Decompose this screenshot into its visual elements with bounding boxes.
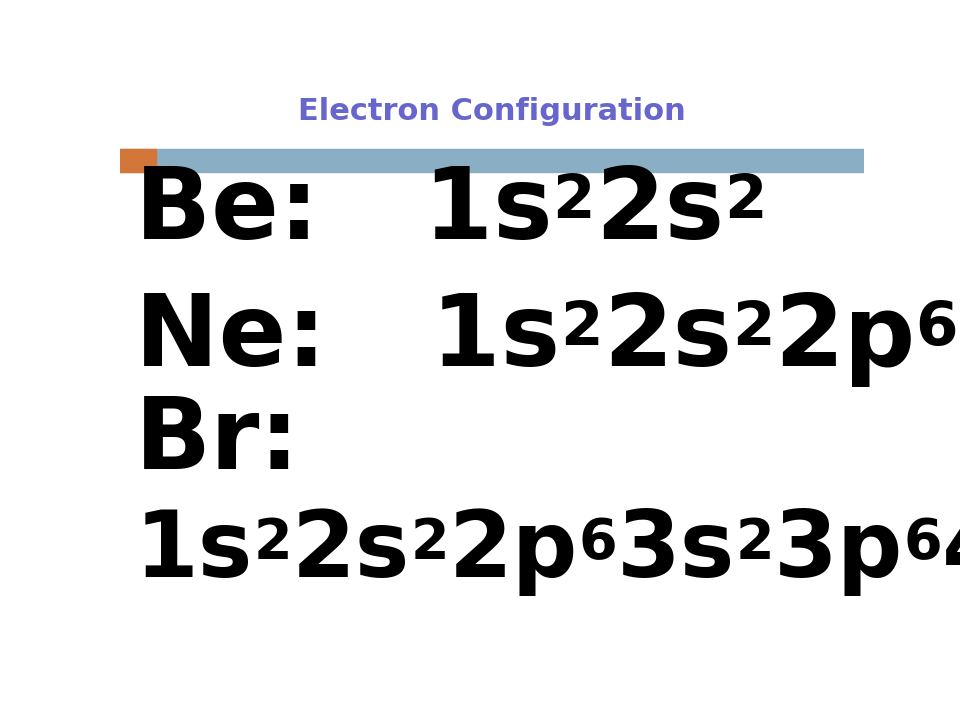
Text: 2p: 2p	[775, 290, 916, 387]
Text: 2: 2	[735, 516, 774, 570]
Text: 2: 2	[560, 300, 603, 359]
Text: 6: 6	[916, 300, 958, 359]
Text: Be:   1s: Be: 1s	[134, 163, 553, 260]
Text: 2p: 2p	[449, 506, 578, 596]
Text: 6: 6	[578, 516, 617, 570]
Text: Ne:   1s: Ne: 1s	[134, 290, 560, 387]
Text: Br:: Br:	[134, 393, 300, 490]
Text: 2s: 2s	[603, 290, 732, 387]
Text: 2: 2	[724, 172, 767, 231]
Text: 2s: 2s	[595, 163, 724, 260]
Text: 2: 2	[732, 300, 775, 359]
Bar	[120, 149, 864, 172]
Text: 4s: 4s	[942, 506, 960, 596]
Text: Electron Configuration: Electron Configuration	[299, 97, 685, 126]
Text: 3s: 3s	[617, 506, 735, 596]
Text: 2: 2	[410, 516, 449, 570]
Text: 2s: 2s	[292, 506, 410, 596]
Text: 3p: 3p	[774, 506, 903, 596]
Text: 1s: 1s	[134, 506, 253, 596]
Text: 2: 2	[253, 516, 292, 570]
Text: 6: 6	[903, 516, 942, 570]
Text: 2: 2	[553, 172, 595, 231]
Bar	[120, 149, 156, 172]
